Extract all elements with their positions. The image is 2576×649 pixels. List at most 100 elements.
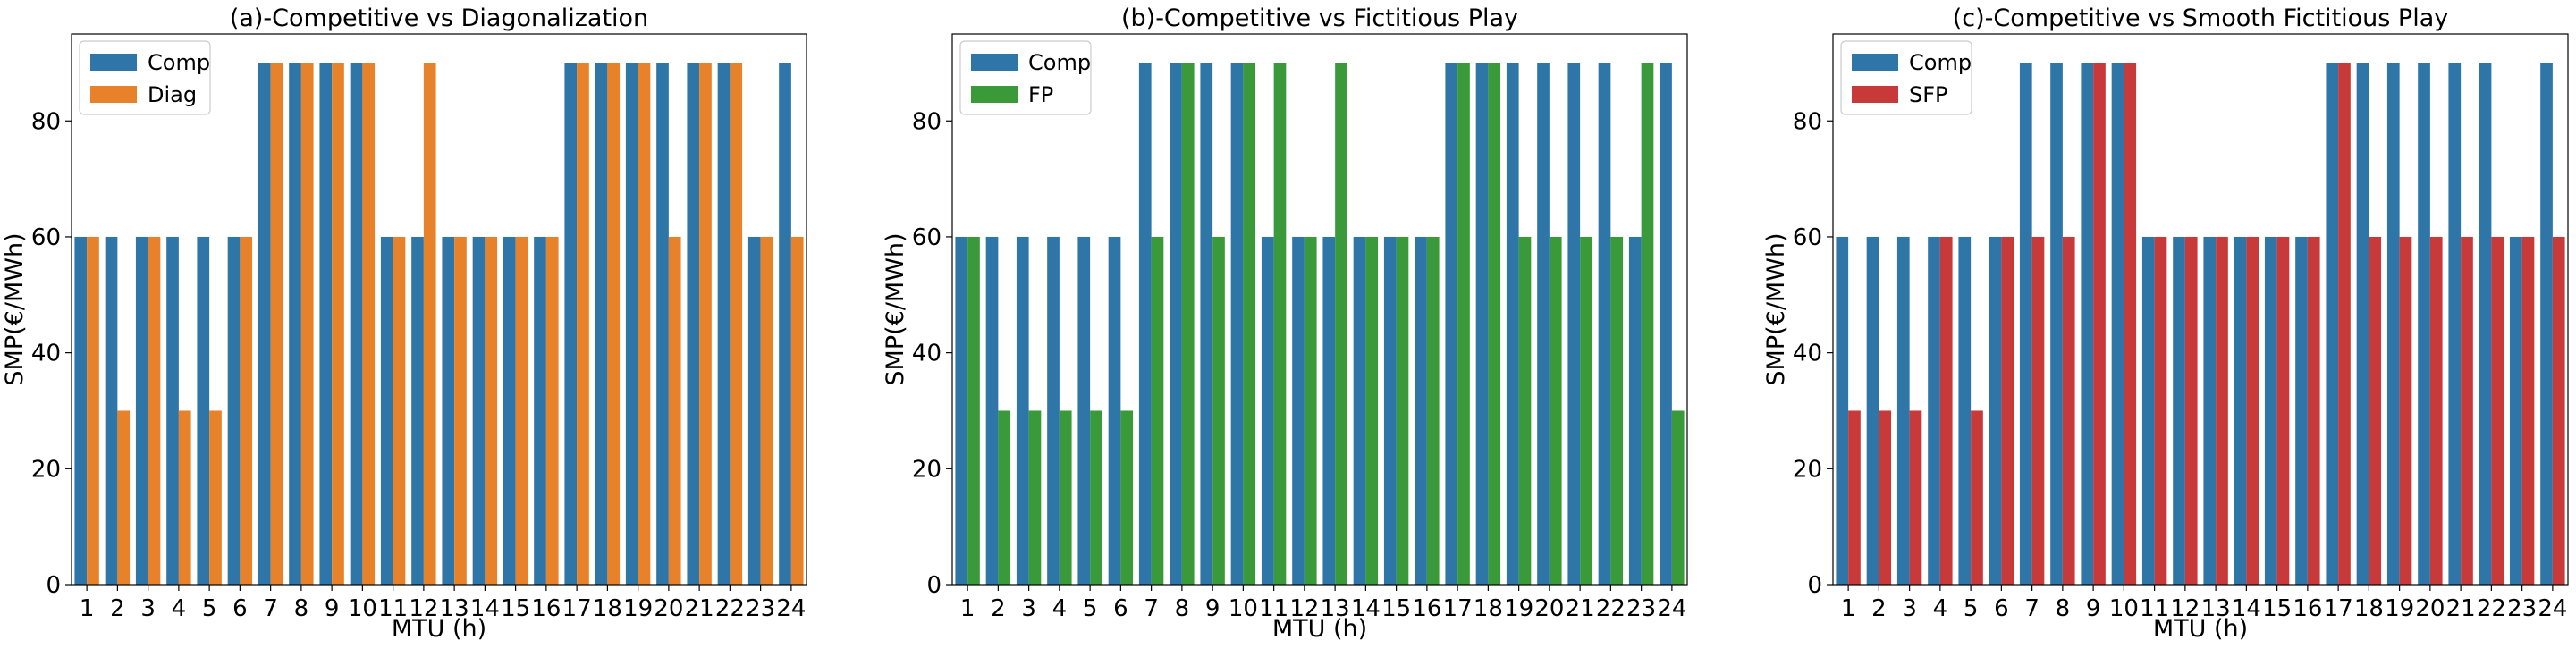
bar-comp-mtu-21: [1567, 63, 1581, 586]
x-tick-label: 18: [1474, 595, 1503, 622]
x-tick-label: 5: [202, 595, 217, 622]
bar-comp-mtu-23: [2509, 236, 2522, 585]
bar-diag-mtu-2: [117, 410, 131, 585]
legend: Comp Diag: [79, 40, 211, 115]
bar-fp-mtu-9: [1212, 236, 1225, 585]
bar-fp-mtu-2: [998, 410, 1011, 585]
bar-comp-mtu-7: [2019, 63, 2032, 586]
bar-comp-mtu-16: [1415, 236, 1427, 585]
bar-comp-mtu-9: [1200, 63, 1213, 586]
bar-comp-mtu-13: [1322, 236, 1336, 585]
y-tick-label: 20: [1793, 456, 1822, 483]
x-tick-label: 1: [960, 595, 976, 622]
bar-comp-mtu-15: [503, 236, 516, 585]
bar-comp-mtu-12: [2173, 236, 2185, 585]
bar-diag-mtu-5: [209, 410, 222, 585]
x-tick-label: 23: [2507, 595, 2537, 622]
bar-comp-mtu-2: [1866, 236, 1879, 585]
legend-swatch-fp: [971, 86, 1018, 103]
bar-comp-mtu-22: [2479, 63, 2492, 586]
bar-sfp-mtu-24: [2552, 236, 2565, 585]
bar-fp-mtu-16: [1426, 236, 1440, 585]
x-tick-label: 20: [2415, 595, 2445, 622]
x-tick-label: 2: [991, 595, 1006, 622]
x-tick-label: 6: [1994, 595, 2009, 622]
bar-comp-mtu-2: [985, 236, 999, 585]
x-tick-label: 9: [325, 595, 340, 622]
bar-comp-mtu-12: [1292, 236, 1305, 585]
x-tick-label: 7: [2024, 595, 2040, 622]
x-tick-label: 15: [2262, 595, 2292, 622]
x-tick-label: 12: [1289, 595, 1319, 622]
bar-comp-mtu-4: [1928, 236, 1940, 585]
bar-comp-mtu-14: [472, 236, 486, 585]
x-tick-label: 15: [1381, 595, 1411, 622]
bar-comp-mtu-4: [1047, 236, 1060, 585]
bar-fp-mtu-18: [1488, 63, 1501, 586]
x-tick-label: 9: [1205, 595, 1220, 622]
x-tick-label: 5: [1083, 595, 1098, 622]
bar-comp-mtu-23: [1628, 236, 1642, 585]
bar-fp-mtu-12: [1304, 236, 1317, 585]
bar-comp-mtu-5: [1077, 236, 1091, 585]
bar-diag-mtu-9: [332, 63, 344, 586]
bar-fp-mtu-1: [967, 236, 980, 585]
bar-comp-mtu-16: [534, 236, 546, 585]
bar-diag-mtu-12: [423, 63, 436, 586]
x-tick-label: 16: [2293, 595, 2322, 622]
x-tick-label: 22: [2477, 595, 2506, 622]
bar-comp-mtu-22: [717, 63, 731, 586]
y-tick-label: 40: [1793, 341, 1822, 367]
bar-diag-mtu-1: [87, 236, 99, 585]
legend-label-sfp: SFP: [1909, 82, 1948, 107]
bar-comp-mtu-6: [227, 236, 241, 585]
bar-comp-mtu-4: [166, 236, 179, 585]
bar-diag-mtu-3: [148, 236, 161, 585]
x-tick-label: 14: [470, 595, 500, 622]
bar-comp-mtu-11: [380, 236, 393, 585]
x-tick-label: 1: [80, 595, 95, 622]
x-tick-label: 1: [1841, 595, 1856, 622]
plot-frame: [71, 33, 807, 586]
x-tick-label: 4: [1933, 595, 1948, 622]
bar-diag-mtu-7: [270, 63, 283, 586]
y-tick-label: 0: [46, 572, 61, 599]
x-tick-label: 9: [2086, 595, 2101, 622]
bar-fp-mtu-20: [1549, 236, 1562, 585]
y-tick-label: 60: [912, 224, 942, 251]
x-tick-label: 3: [140, 595, 156, 622]
bar-comp-mtu-21: [687, 63, 700, 586]
x-axis-label: MTU (h): [392, 615, 486, 643]
legend: Comp SFP: [1840, 40, 1972, 115]
x-tick-label: 16: [1412, 595, 1441, 622]
x-tick-label: 3: [1902, 595, 1917, 622]
bar-fp-mtu-17: [1457, 63, 1470, 586]
x-tick-label: 21: [685, 595, 714, 622]
bar-fp-mtu-11: [1273, 63, 1287, 586]
legend-swatch-comp: [971, 54, 1018, 71]
y-tick-label: 80: [31, 108, 61, 135]
x-tick-label: 18: [593, 595, 622, 622]
bar-sfp-mtu-6: [2001, 236, 2014, 585]
bar-sfp-mtu-17: [2338, 63, 2351, 586]
chart-title: (b)-Competitive vs Fictitious Play: [1121, 4, 1518, 32]
bar-comp-mtu-14: [2234, 236, 2247, 585]
legend-swatch-comp: [1852, 54, 1898, 71]
bar-diag-mtu-13: [454, 236, 467, 585]
bar-sfp-mtu-16: [2307, 236, 2320, 585]
bar-comp-mtu-8: [1170, 63, 1182, 586]
x-tick-label: 20: [654, 595, 683, 622]
y-tick-label: 80: [1793, 108, 1822, 135]
bar-sfp-mtu-20: [2429, 236, 2443, 585]
bar-comp-mtu-20: [1537, 63, 1550, 586]
bar-comp-mtu-3: [135, 236, 148, 585]
bar-fp-mtu-4: [1059, 410, 1072, 585]
bar-sfp-mtu-1: [1848, 410, 1861, 585]
bar-comp-mtu-2: [105, 236, 118, 585]
bar-comp-mtu-14: [1353, 236, 1366, 585]
bar-fp-mtu-15: [1396, 236, 1409, 585]
bar-sfp-mtu-19: [2399, 236, 2412, 585]
x-tick-label: 19: [623, 595, 653, 622]
